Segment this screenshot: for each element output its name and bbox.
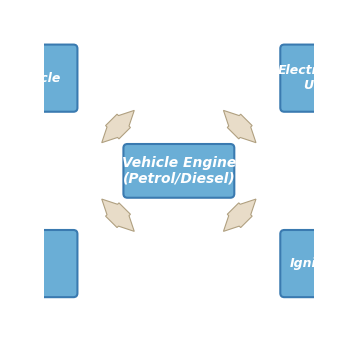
Text: Vehicle Engine
(Petrol/Diesel): Vehicle Engine (Petrol/Diesel) — [122, 156, 236, 186]
Polygon shape — [223, 110, 256, 143]
FancyBboxPatch shape — [10, 230, 77, 297]
Text: icle: icle — [37, 72, 61, 85]
FancyBboxPatch shape — [10, 45, 77, 112]
Text: Igniti: Igniti — [290, 257, 327, 270]
Text: Electroni
U: Electroni U — [277, 64, 340, 92]
FancyBboxPatch shape — [280, 45, 348, 112]
Polygon shape — [223, 199, 256, 231]
Polygon shape — [102, 110, 134, 143]
FancyBboxPatch shape — [124, 144, 234, 198]
Polygon shape — [102, 199, 134, 231]
FancyBboxPatch shape — [280, 230, 348, 297]
